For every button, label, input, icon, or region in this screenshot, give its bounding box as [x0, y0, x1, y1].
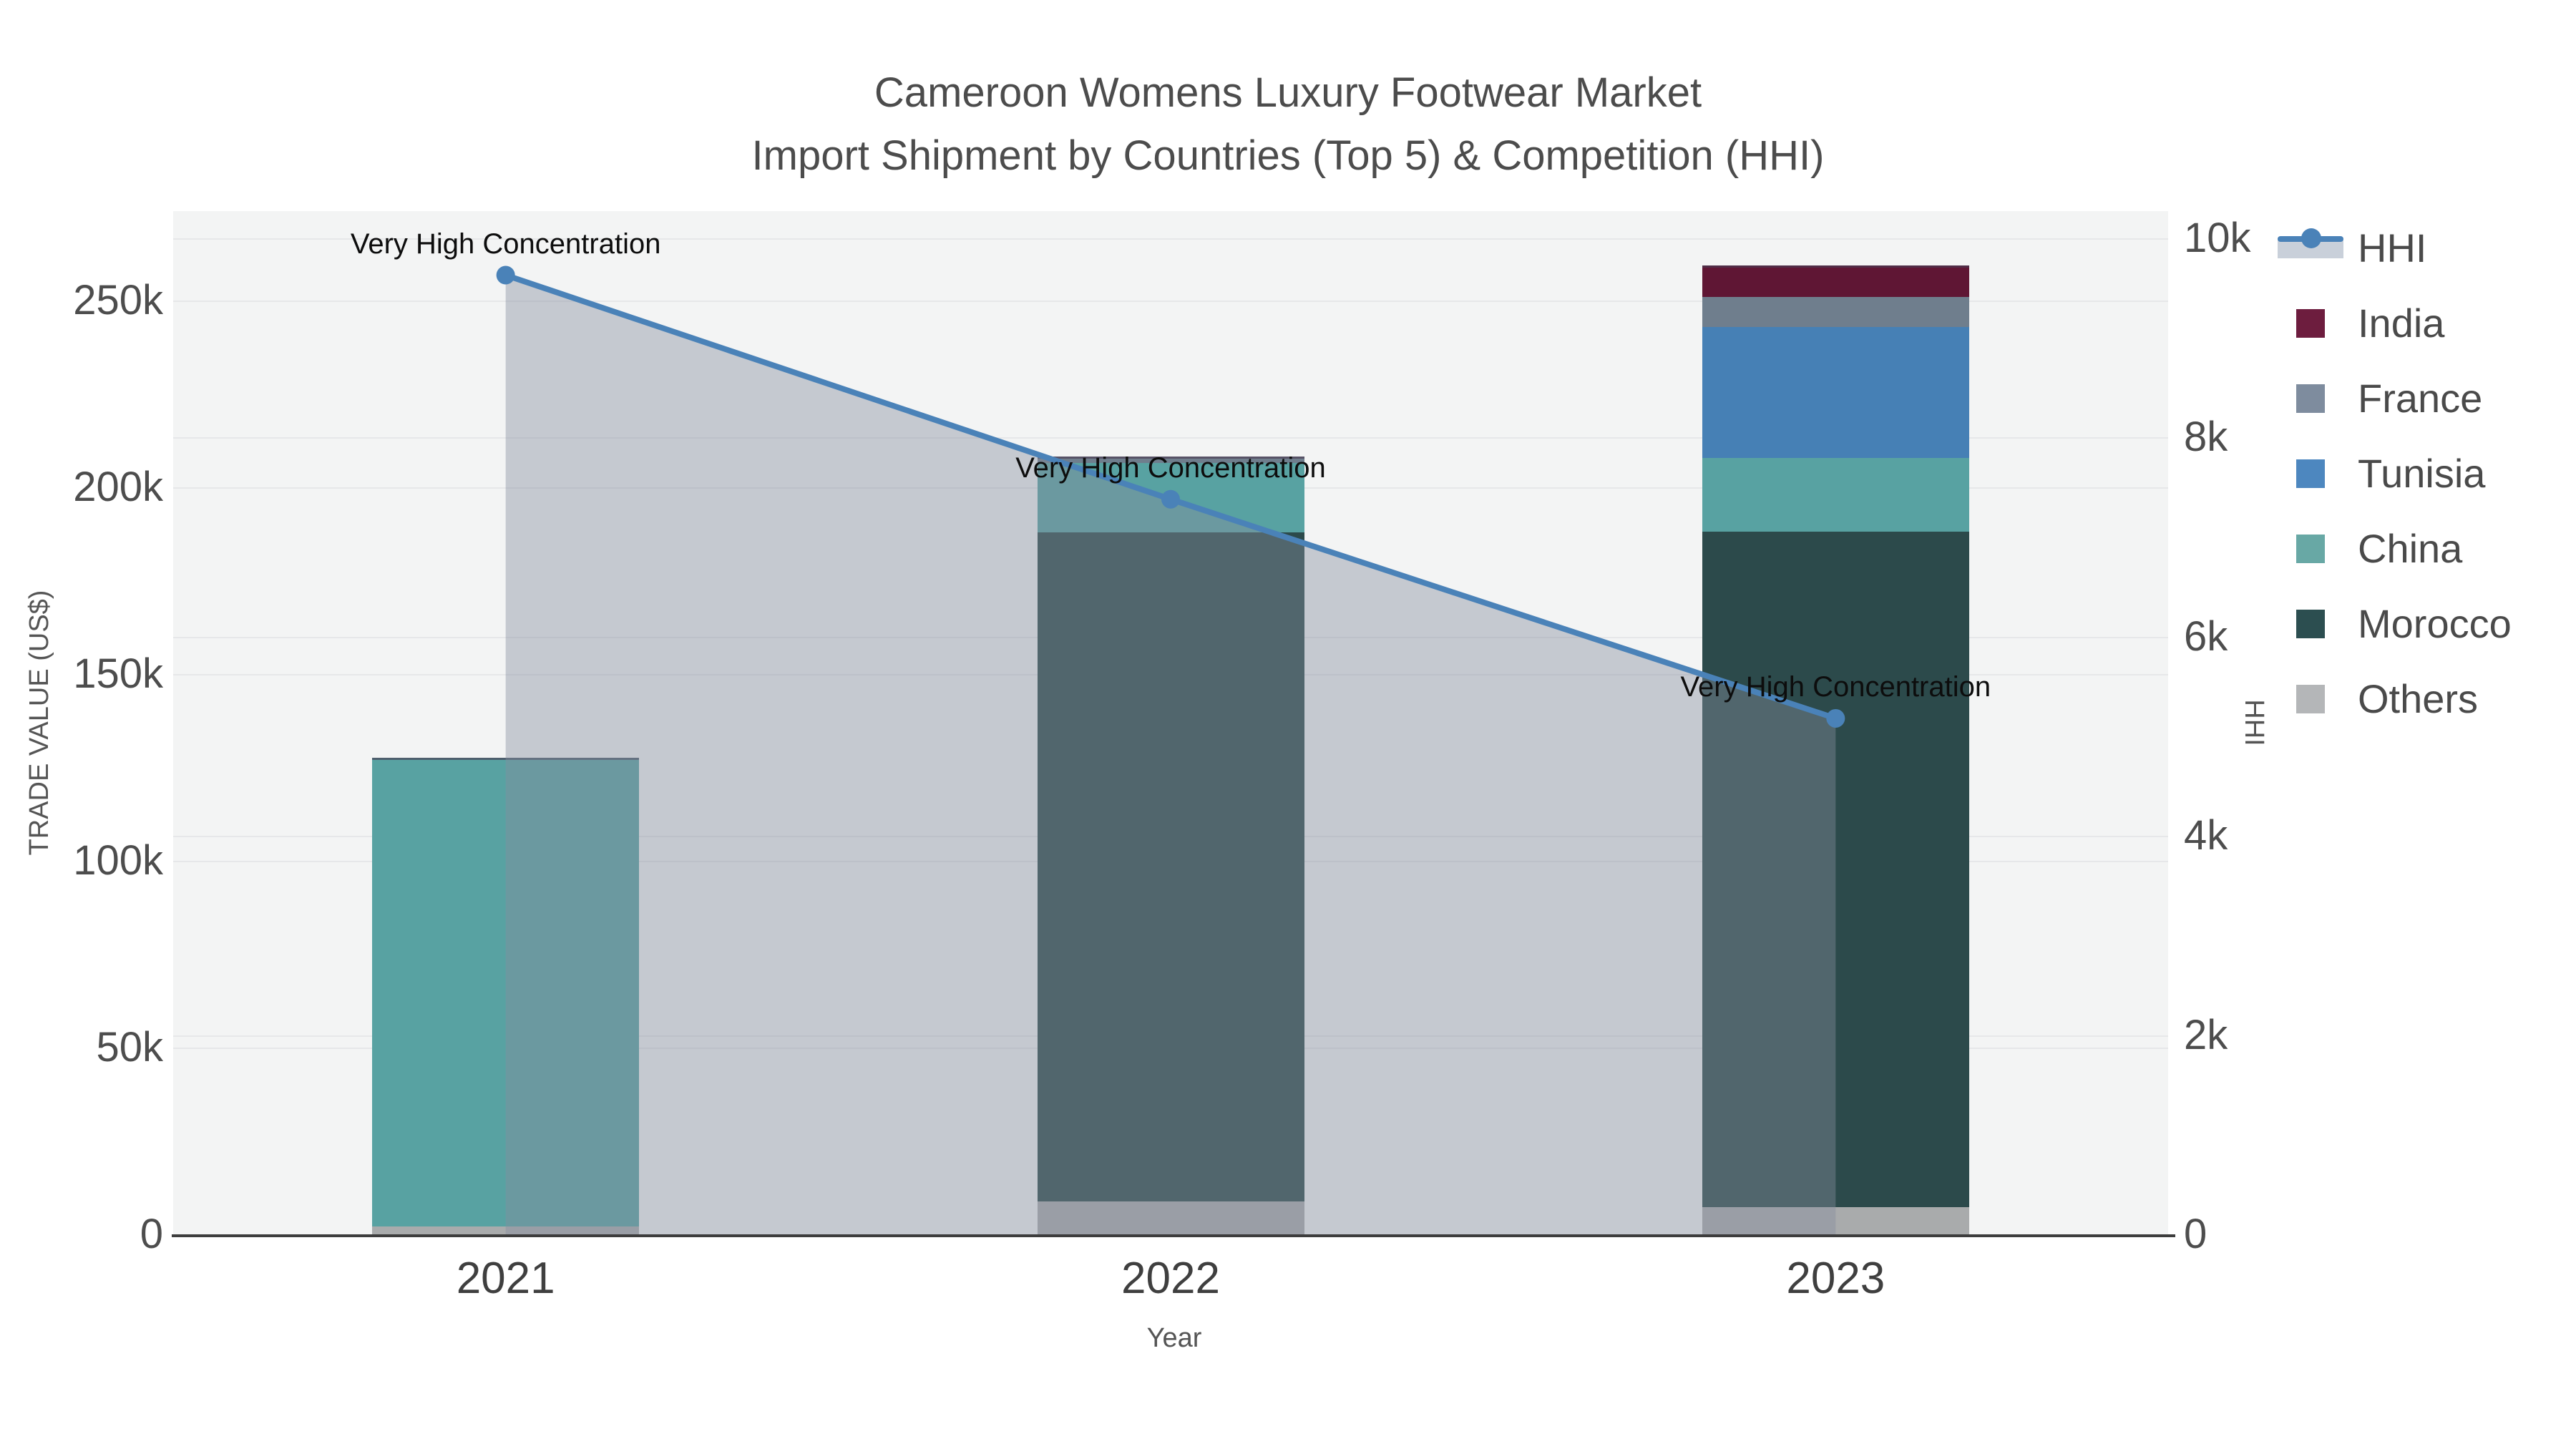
tunisia-legend-swatch-icon	[2278, 454, 2343, 494]
legend-label-hhi: HHI	[2358, 225, 2427, 270]
y-left-tick-200k: 200k	[73, 464, 163, 510]
y-right-tick-2k: 2k	[2184, 1011, 2228, 1058]
legend-item-india[interactable]: India	[2278, 286, 2444, 361]
x-tick-2022: 2022	[1121, 1254, 1220, 1303]
gridline-right-10k	[173, 238, 2168, 240]
y-right-tick-0: 0	[2184, 1211, 2207, 1257]
bar-segment-tunisia-2023	[1702, 327, 1969, 459]
y-left-tick-150k: 150k	[73, 650, 163, 697]
others-color-box	[2296, 684, 2325, 713]
annotation-2023: Very High Concentration	[1680, 670, 1991, 703]
y-left-tick-250k: 250k	[73, 277, 163, 323]
france-color-box	[2296, 384, 2325, 413]
annotation-2021: Very High Concentration	[350, 228, 661, 260]
legend-label-india: India	[2358, 300, 2445, 346]
bar-segment-others-2021	[372, 1226, 640, 1234]
legend-label-morocco: Morocco	[2358, 600, 2512, 646]
y-right-axis-title: HHI	[2239, 699, 2269, 746]
morocco-legend-swatch-icon	[2278, 604, 2343, 644]
legend-item-others[interactable]: Others	[2278, 661, 2478, 736]
y-left-axis-title: TRADE VALUE (US$)	[24, 590, 54, 856]
bar-segment-china-2021	[372, 757, 640, 1227]
bar-segment-others-2023	[1702, 1206, 1969, 1234]
hhi-legend-swatch-icon	[2278, 228, 2343, 268]
bar-segment-morocco-2023	[1702, 532, 1969, 1207]
y-left-tick-0: 0	[140, 1211, 163, 1257]
legend-label-france: France	[2358, 375, 2483, 421]
annotation-2022: Very High Concentration	[1015, 452, 1326, 484]
india-color-box	[2296, 308, 2325, 338]
china-color-box	[2296, 534, 2325, 563]
tunisia-color-box	[2296, 459, 2325, 488]
legend-item-morocco[interactable]: Morocco	[2278, 586, 2512, 661]
y-left-tick-50k: 50k	[96, 1024, 163, 1070]
legend-item-china[interactable]: China	[2278, 511, 2462, 586]
y-right-tick-8k: 8k	[2184, 414, 2228, 461]
france-legend-swatch-icon	[2278, 379, 2343, 419]
legend-item-hhi[interactable]: HHI	[2278, 210, 2426, 286]
legend-item-tunisia[interactable]: Tunisia	[2278, 436, 2485, 511]
legend-label-china: China	[2358, 525, 2463, 571]
y-left-tick-100k: 100k	[73, 837, 163, 884]
india-legend-swatch-icon	[2278, 303, 2343, 343]
chart-title: Cameroon Womens Luxury Footwear Market	[874, 69, 1702, 116]
morocco-color-box	[2296, 609, 2325, 638]
others-legend-swatch-icon	[2278, 679, 2343, 719]
china-legend-swatch-icon	[2278, 529, 2343, 569]
x-axis-line	[172, 1234, 2175, 1237]
bar-segment-france-2023	[1702, 297, 1969, 328]
plot-area	[173, 211, 2168, 1234]
y-right-tick-10k: 10k	[2184, 215, 2251, 261]
y-right-tick-4k: 4k	[2184, 812, 2228, 859]
legend-label-others: Others	[2358, 675, 2479, 721]
bar-segment-china-2023	[1702, 458, 1969, 532]
bar-segment-morocco-2022	[1037, 532, 1304, 1202]
legend-item-france[interactable]: France	[2278, 361, 2482, 436]
bar-segment-india-2023	[1702, 265, 1969, 298]
x-axis-title: Year	[1146, 1323, 1202, 1353]
chart-subtitle: Import Shipment by Countries (Top 5) & C…	[751, 132, 1825, 179]
hhi-marker-swatch	[2301, 228, 2321, 248]
y-right-tick-6k: 6k	[2184, 613, 2228, 660]
x-tick-2023: 2023	[1786, 1254, 1885, 1303]
x-tick-2021: 2021	[456, 1254, 555, 1303]
legend-label-tunisia: Tunisia	[2358, 450, 2486, 496]
bar-segment-others-2022	[1037, 1201, 1304, 1234]
